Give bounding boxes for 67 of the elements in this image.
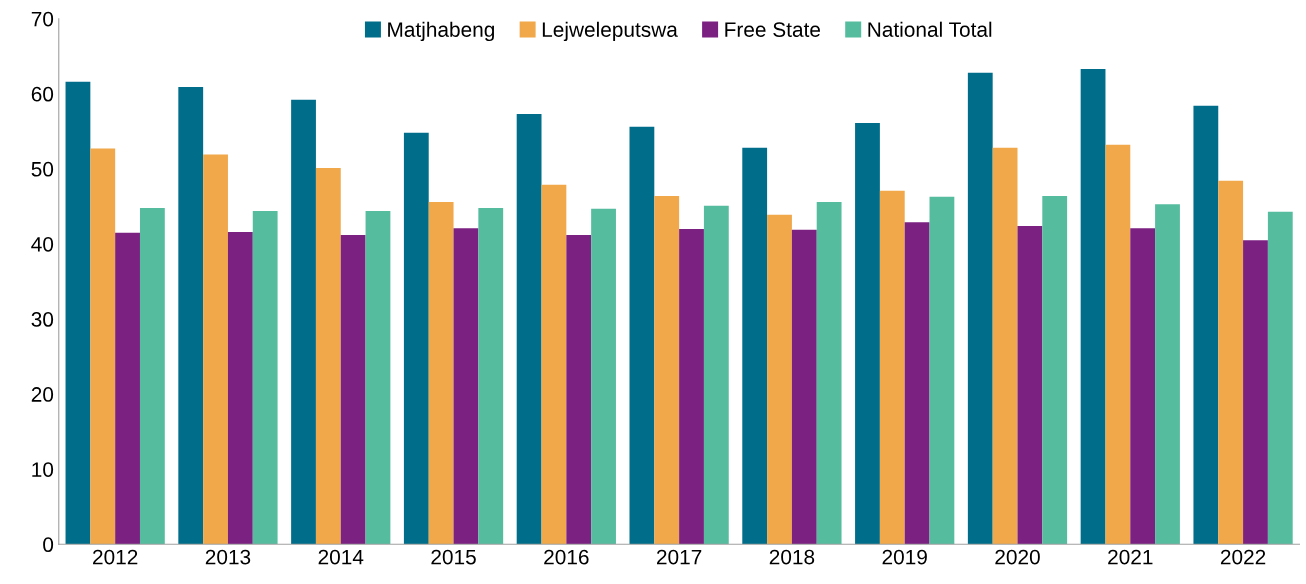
y-tick-label: 0 bbox=[43, 537, 54, 553]
bar bbox=[1218, 180, 1244, 545]
legend-label: Lejweleputswa bbox=[542, 21, 678, 42]
x-tick-label: 2019 bbox=[882, 549, 927, 565]
bar bbox=[1105, 144, 1131, 545]
bar bbox=[1155, 204, 1180, 545]
bar bbox=[1042, 195, 1068, 545]
legend-label: Free State bbox=[725, 22, 820, 37]
bar bbox=[90, 148, 116, 545]
bar bbox=[629, 126, 655, 545]
bar bbox=[1080, 69, 1106, 545]
legend-label: Matjhabeng bbox=[388, 21, 495, 42]
x-tick-label: 2016 bbox=[544, 549, 589, 565]
x-tick-label: 2018 bbox=[769, 549, 815, 565]
bar bbox=[541, 184, 567, 545]
y-tick-label: 40 bbox=[31, 236, 54, 252]
x-tick-label: 2022 bbox=[1220, 549, 1266, 565]
x-tick-label: 2015 bbox=[431, 549, 476, 565]
bar bbox=[855, 123, 880, 545]
y-tick-label: 20 bbox=[31, 387, 54, 402]
bar bbox=[428, 201, 454, 545]
bar bbox=[566, 234, 592, 545]
bar bbox=[591, 208, 616, 545]
bar bbox=[904, 222, 930, 545]
bar bbox=[742, 147, 768, 545]
bar bbox=[767, 214, 792, 545]
legend-label: National Total bbox=[868, 21, 992, 37]
bar bbox=[1130, 228, 1156, 545]
bar bbox=[816, 201, 842, 545]
bar bbox=[1243, 240, 1268, 545]
bar bbox=[967, 72, 993, 545]
bar bbox=[365, 210, 391, 545]
bar bbox=[478, 207, 504, 545]
bar bbox=[227, 231, 253, 545]
bar bbox=[115, 232, 140, 545]
bar bbox=[703, 205, 729, 545]
bar bbox=[178, 87, 204, 545]
bar bbox=[516, 114, 542, 545]
bar bbox=[139, 207, 165, 545]
bar bbox=[203, 154, 228, 545]
y-tick-label: 70 bbox=[31, 11, 54, 27]
bar bbox=[879, 190, 905, 545]
x-tick-label: 2017 bbox=[657, 549, 702, 565]
y-tick-label: 50 bbox=[31, 161, 54, 177]
bar bbox=[340, 234, 366, 545]
y-tick-label: 30 bbox=[31, 312, 54, 327]
bar bbox=[1017, 225, 1043, 545]
y-tick-label: 60 bbox=[31, 86, 54, 102]
y-tick-label: 10 bbox=[32, 462, 54, 477]
bar bbox=[929, 196, 955, 545]
bar bbox=[315, 168, 341, 545]
bar bbox=[1267, 211, 1293, 545]
bar bbox=[791, 229, 817, 545]
x-tick-label: 2020 bbox=[995, 549, 1040, 565]
bar bbox=[1193, 105, 1219, 545]
bar bbox=[65, 81, 91, 545]
bar bbox=[654, 195, 680, 545]
x-tick-label: 2021 bbox=[1108, 549, 1153, 565]
bar bbox=[403, 132, 429, 545]
x-tick-label: 2013 bbox=[205, 549, 251, 565]
bar bbox=[679, 228, 704, 545]
x-tick-label: 2012 bbox=[93, 549, 138, 565]
x-tick-label: 2014 bbox=[318, 549, 364, 565]
bar bbox=[992, 147, 1018, 545]
bar bbox=[291, 99, 316, 545]
bar bbox=[252, 210, 278, 545]
bar bbox=[453, 228, 479, 545]
